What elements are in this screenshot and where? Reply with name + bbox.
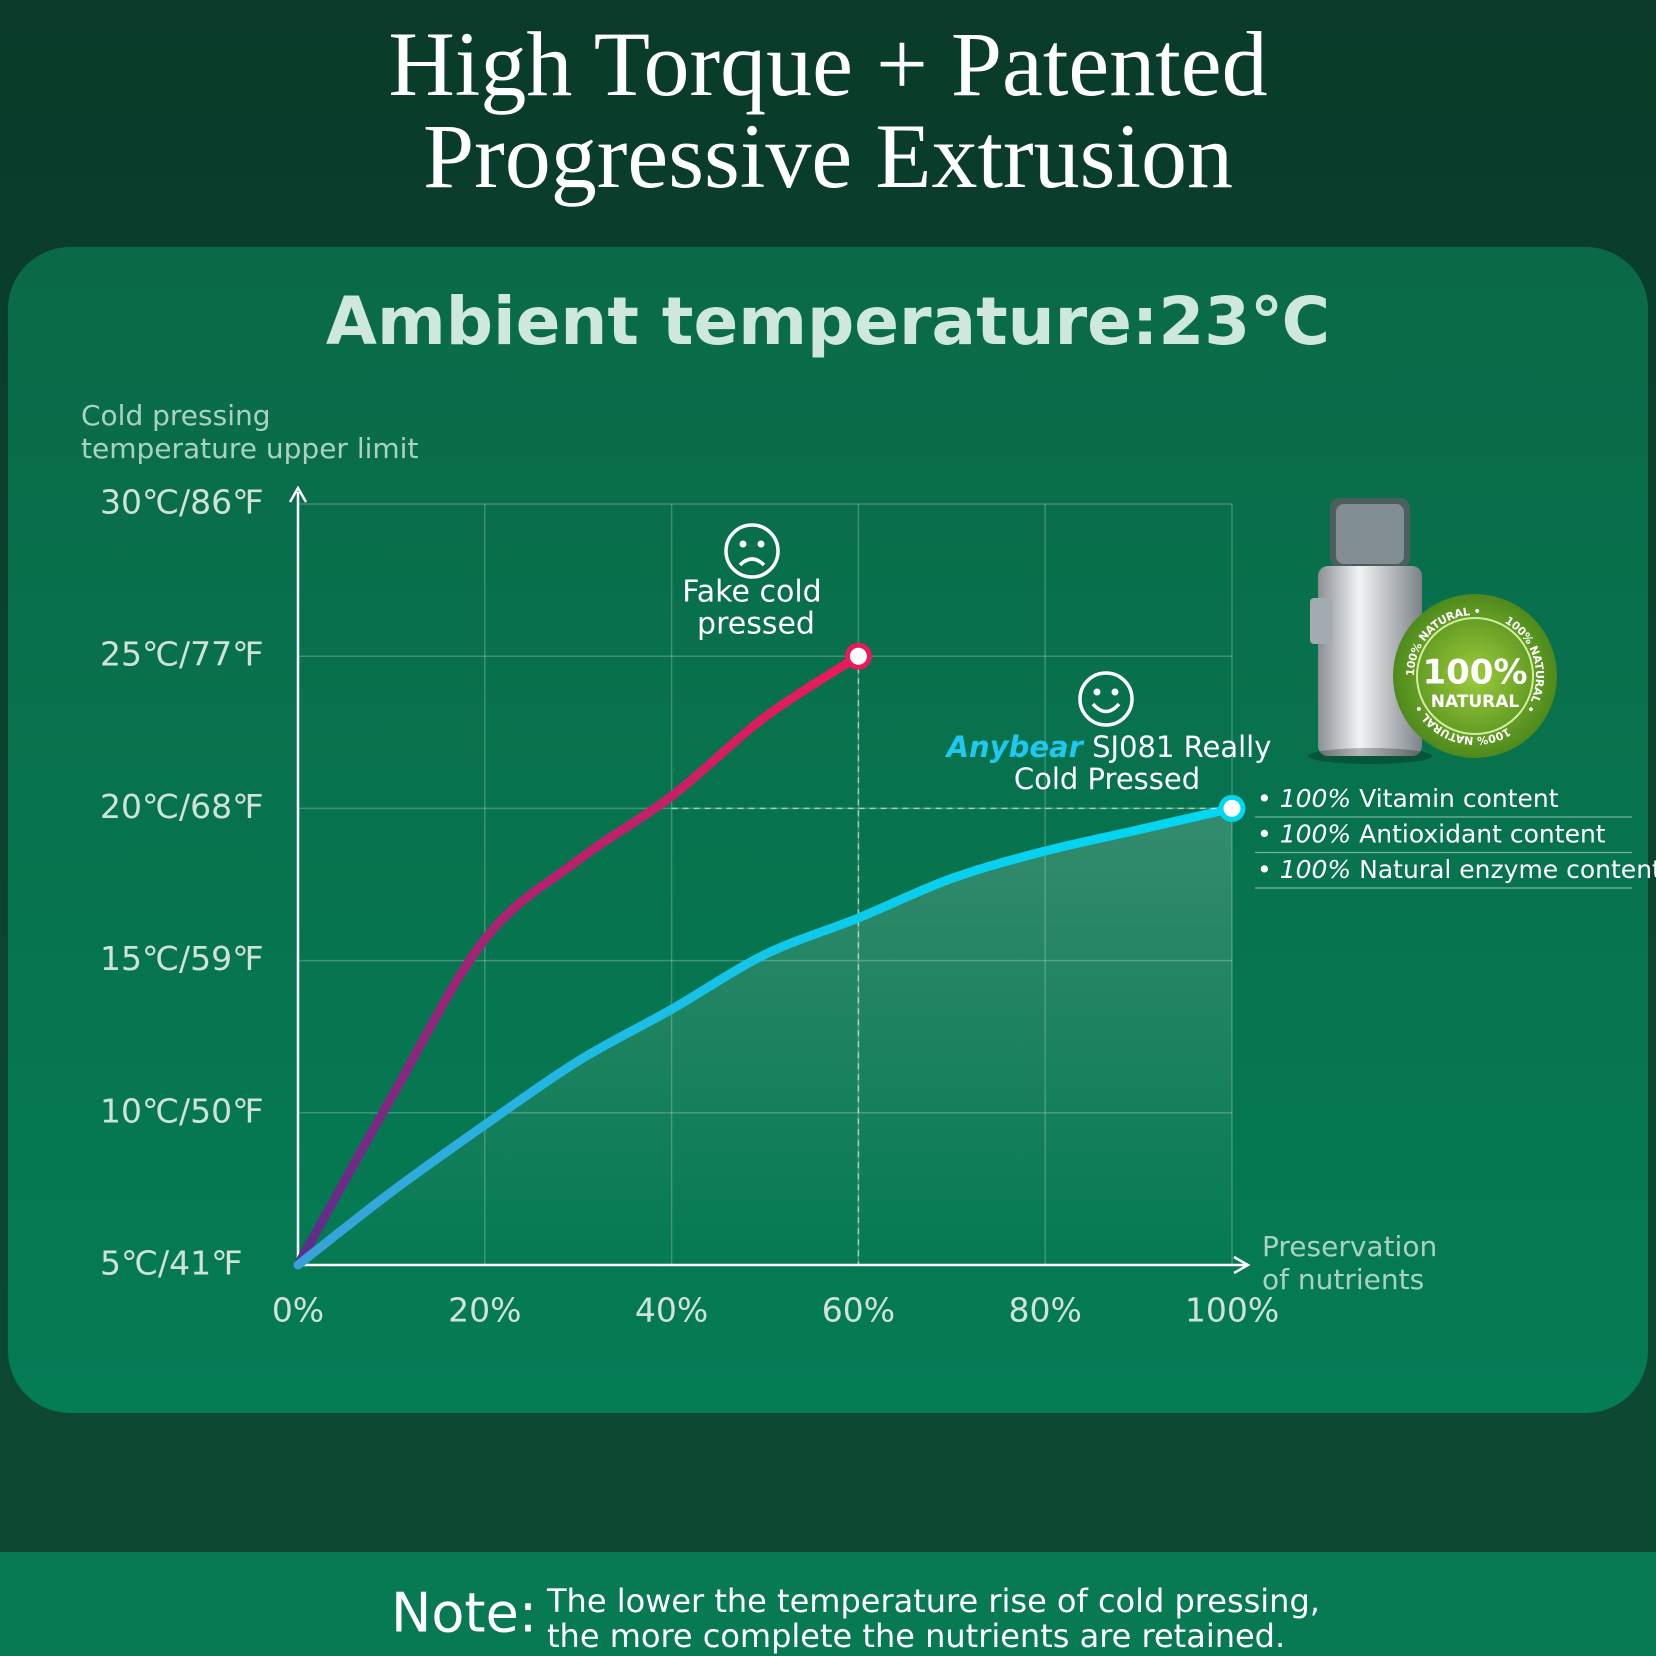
x-tick-label: 80% <box>1009 1291 1082 1330</box>
end-point <box>1218 794 1246 822</box>
feature-amount: 100% <box>1280 855 1351 884</box>
y-tick-label: 20℃/68℉ <box>100 787 264 826</box>
footer <box>0 1552 1656 1656</box>
x-axis-label: of nutrients <box>1262 1263 1424 1296</box>
feature: • 100% Vitamin content <box>1257 784 1559 813</box>
x-tick-label: 0% <box>272 1291 324 1330</box>
face-eye <box>1111 688 1119 696</box>
y-tick-label: 5℃/41℉ <box>100 1244 243 1283</box>
x-tick-label: 60% <box>822 1291 895 1330</box>
series-line <box>293 651 863 1270</box>
badge: 100% NATURAL 100% NATURAL • 100% NATURAL… <box>1393 594 1557 758</box>
x-axis-label: Preservation <box>1262 1230 1437 1263</box>
face-mouth <box>1091 702 1121 714</box>
badge-big: 100% <box>1422 653 1527 693</box>
series-name: Cold Pressed <box>1014 762 1200 796</box>
plot: 5℃/41℉ 10℃/50℉ 15℃/59℉ 20℃/68℉ 25℃/77℉ 30℃/86… <box>100 483 1279 1330</box>
feature: • 100% Antioxidant content <box>1257 820 1606 849</box>
face <box>724 523 780 579</box>
face <box>1078 671 1134 727</box>
subtitle: Ambient temperature:23℃ <box>326 283 1330 360</box>
title: High Torque + Patented <box>388 13 1267 115</box>
series-name: SJ081 Really <box>1092 730 1271 764</box>
series-name: pressed <box>697 607 815 642</box>
face-mouth <box>738 557 766 567</box>
panel <box>8 247 1648 1413</box>
note-text: The lower the temperature rise of cold p… <box>546 1582 1320 1620</box>
brand: Anybear <box>945 730 1085 764</box>
face-eye <box>757 540 765 548</box>
series-line <box>293 803 1237 1270</box>
feature-text: Natural enzyme content <box>1359 855 1656 884</box>
x-tick-label: 40% <box>635 1291 708 1330</box>
badge-small: NATURAL <box>1431 692 1520 712</box>
y-tick-label: 30℃/86℉ <box>100 483 264 522</box>
end-point <box>844 642 872 670</box>
y-axis-label: Cold pressing <box>81 399 271 432</box>
note-label: Note: <box>391 1582 537 1645</box>
product-image <box>1308 498 1432 764</box>
title: Progressive Extrusion <box>423 105 1233 207</box>
feature-text: Antioxidant content <box>1359 820 1606 849</box>
feature-list: • 100% Vitamin content • 100% Antioxidant… <box>1255 784 1656 889</box>
face-eye <box>1093 688 1101 696</box>
feature-amount: 100% <box>1280 784 1351 813</box>
feature: • 100% Natural enzyme content <box>1257 855 1656 884</box>
note-text: the more complete the nutrients are reta… <box>547 1617 1285 1655</box>
y-tick-label: 25℃/77℉ <box>100 635 264 674</box>
feature-amount: 100% <box>1280 820 1351 849</box>
y-axis-label: temperature upper limit <box>81 432 418 465</box>
face-eye <box>739 540 747 548</box>
y-tick-label: 15℃/59℉ <box>100 939 264 978</box>
series-label: Anybear SJ081 Really <box>945 730 1272 764</box>
series-name: Fake cold <box>682 575 821 610</box>
x-tick-label: 20% <box>448 1291 521 1330</box>
y-tick-label: 10℃/50℉ <box>100 1091 264 1130</box>
area-shade <box>298 808 1232 1265</box>
feature-text: Vitamin content <box>1359 784 1559 813</box>
y-axis <box>288 485 308 1265</box>
x-tick-label: 100% <box>1185 1291 1279 1330</box>
